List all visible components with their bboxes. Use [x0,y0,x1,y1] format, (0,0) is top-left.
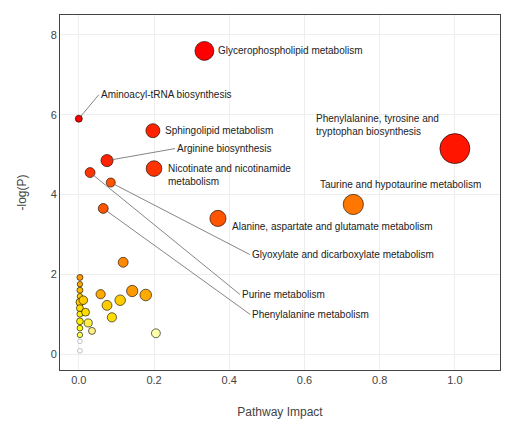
svg-text:6: 6 [51,109,57,121]
svg-text:Phenylalanine, tyrosine andtry: Phenylalanine, tyrosine andtryptophan bi… [316,113,439,137]
svg-text:Nicotinate and nicotinamidemet: Nicotinate and nicotinamidemetabolism [168,163,291,187]
svg-text:Arginine biosynthesis: Arginine biosynthesis [177,143,272,154]
svg-text:Aminoacyl-tRNA biosynthesis: Aminoacyl-tRNA biosynthesis [101,89,232,100]
svg-text:0: 0 [51,348,57,360]
svg-text:Glycerophospholipid metabolism: Glycerophospholipid metabolism [218,45,363,56]
svg-text:0.2: 0.2 [146,374,161,386]
svg-text:-log(P): -log(P) [15,174,29,210]
svg-text:0.8: 0.8 [372,374,387,386]
svg-text:8: 8 [51,29,57,41]
svg-text:Alanine, aspartate and glutama: Alanine, aspartate and glutamate metabol… [232,221,433,232]
svg-text:1.0: 1.0 [447,374,462,386]
svg-text:0.6: 0.6 [297,374,312,386]
svg-text:Taurine and hypotaurine metabo: Taurine and hypotaurine metabolism [320,179,481,190]
svg-text:0.4: 0.4 [222,374,237,386]
svg-text:Glyoxylate and dicarboxylate m: Glyoxylate and dicarboxylate metabolism [252,249,434,260]
svg-text:4: 4 [51,188,57,200]
svg-text:Purine metabolism: Purine metabolism [242,289,325,300]
svg-text:Phenylalanine metabolism: Phenylalanine metabolism [252,309,369,320]
svg-text:0.0: 0.0 [71,374,86,386]
svg-text:Pathway Impact: Pathway Impact [237,405,323,419]
svg-text:2: 2 [51,268,57,280]
svg-text:Sphingolipid metabolism: Sphingolipid metabolism [165,125,273,136]
